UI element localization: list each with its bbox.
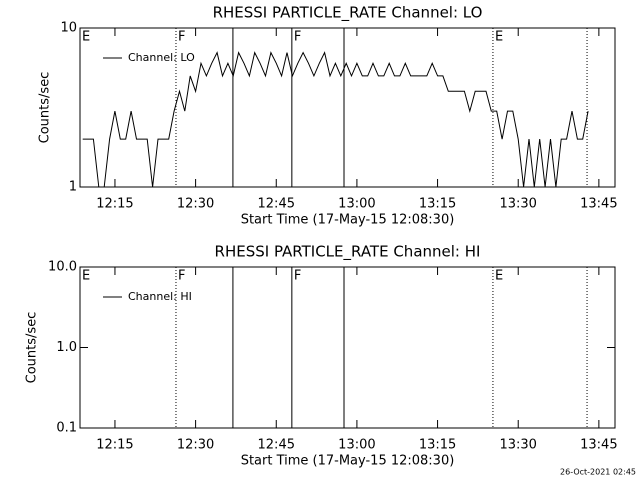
x-tick-label: 13:30 xyxy=(499,197,536,212)
y-axis-label: Counts/sec xyxy=(38,72,53,144)
x-tick-label: 13:00 xyxy=(338,438,375,453)
event-label: E xyxy=(495,269,503,284)
event-label: F xyxy=(294,30,301,45)
x-tick-label: 12:30 xyxy=(177,438,214,453)
y-tick-label: 10 xyxy=(60,21,77,36)
x-tick-label: 13:15 xyxy=(419,197,456,212)
y-tick-label: 1.0 xyxy=(56,340,77,355)
x-tick-label: 13:45 xyxy=(580,197,617,212)
y-tick-label: 1 xyxy=(69,180,77,195)
event-label: E xyxy=(495,30,503,45)
y-tick-label: 10.0 xyxy=(48,260,77,275)
y-axis-label: Counts/sec xyxy=(25,312,40,384)
event-label: E xyxy=(82,30,90,45)
legend-label: Channel: HI xyxy=(128,290,192,303)
legend-label: Channel: LO xyxy=(128,51,195,64)
x-tick-label: 13:15 xyxy=(419,438,456,453)
event-label: F xyxy=(294,269,301,284)
x-tick-label: 13:45 xyxy=(580,438,617,453)
footer: 26-Oct-2021 02:45 xyxy=(560,468,636,477)
plot-frame xyxy=(79,27,616,188)
x-tick-label: 13:00 xyxy=(338,197,375,212)
data-line xyxy=(82,51,589,188)
x-tick-label: 12:45 xyxy=(258,438,295,453)
x-tick-label: 12:15 xyxy=(96,438,133,453)
x-axis-label: Start Time (17-May-15 12:08:30) xyxy=(241,213,455,228)
x-tick-label: 13:30 xyxy=(499,438,536,453)
x-tick-label: 12:45 xyxy=(258,197,295,212)
event-label: F xyxy=(178,30,185,45)
chart-title: RHESSI PARTICLE_RATE Channel: HI xyxy=(215,243,481,262)
x-tick-label: 12:30 xyxy=(177,197,214,212)
x-axis-label: Start Time (17-May-15 12:08:30) xyxy=(241,454,455,469)
x-tick-label: 12:15 xyxy=(96,197,133,212)
chart-title: RHESSI PARTICLE_RATE Channel: LO xyxy=(213,4,483,23)
event-label: F xyxy=(178,269,185,284)
event-label: E xyxy=(82,269,90,284)
y-tick-label: 0.1 xyxy=(56,421,77,436)
